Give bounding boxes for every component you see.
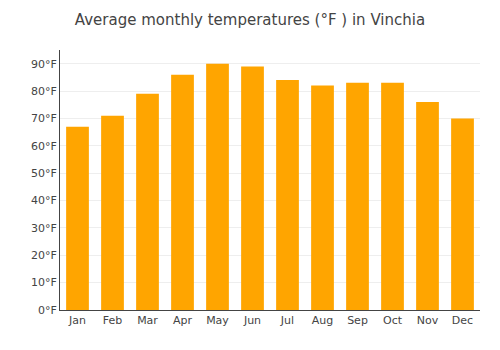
svg-text:May: May (206, 314, 229, 327)
svg-text:Sep: Sep (347, 314, 368, 327)
svg-text:20°F: 20°F (31, 249, 57, 262)
svg-text:Jul: Jul (280, 314, 294, 327)
svg-text:0°F: 0°F (38, 304, 57, 317)
svg-text:Average monthly temperatures (: Average monthly temperatures (°F ) in Vi… (75, 11, 425, 29)
svg-text:Dec: Dec (452, 314, 473, 327)
svg-text:Nov: Nov (417, 314, 439, 327)
svg-text:Mar: Mar (137, 314, 158, 327)
svg-text:70°F: 70°F (31, 112, 57, 125)
svg-text:Feb: Feb (103, 314, 122, 327)
svg-text:Oct: Oct (383, 314, 403, 327)
svg-text:Jan: Jan (68, 314, 86, 327)
svg-text:60°F: 60°F (31, 140, 57, 153)
svg-text:Aug: Aug (312, 314, 333, 327)
svg-text:Jun: Jun (243, 314, 261, 327)
svg-text:10°F: 10°F (31, 276, 57, 289)
svg-text:50°F: 50°F (31, 167, 57, 180)
svg-text:Apr: Apr (173, 314, 193, 327)
svg-text:90°F: 90°F (31, 58, 57, 71)
svg-text:30°F: 30°F (31, 222, 57, 235)
svg-text:80°F: 80°F (31, 85, 57, 98)
svg-text:40°F: 40°F (31, 194, 57, 207)
